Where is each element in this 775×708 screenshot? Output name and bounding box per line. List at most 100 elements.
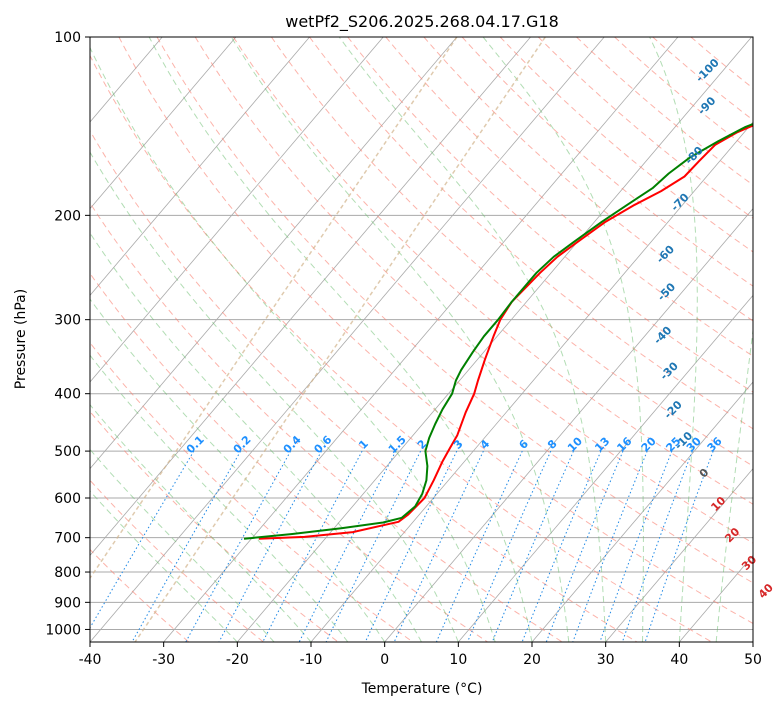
isotherm-line: [90, 37, 384, 383]
x-tick-label: -40: [79, 652, 102, 668]
x-tick-label: 40: [670, 652, 688, 668]
isotherm-line: [752, 641, 753, 642]
x-tick-label: 0: [380, 652, 389, 668]
y-tick-label: 300: [54, 313, 81, 329]
dry-adiabat-label: -90: [695, 94, 718, 117]
mixing-ratio-line: [599, 450, 673, 642]
mixing-ratio-line: [467, 450, 552, 642]
dry-adiabat-line: [576, 37, 753, 186]
mixing-ratio-label: 1.5: [386, 433, 409, 456]
mixing-ratio-line: [621, 450, 693, 642]
y-tick-label: 1000: [45, 622, 81, 638]
dry-adiabat-line: [90, 272, 488, 642]
mixing-ratio-line: [364, 450, 458, 642]
mixing-ratio-label: 0.4: [281, 433, 304, 456]
isotherm-line: [90, 37, 531, 556]
isotherm-line: [90, 37, 310, 296]
mixing-ratio-label: 0.2: [231, 433, 254, 456]
mixing-ratio-label: 8: [545, 437, 560, 452]
y-tick-label: 200: [54, 208, 81, 224]
background-lines: [90, 37, 753, 642]
mixing-ratio-label: 4: [478, 437, 493, 452]
mixing-ratio-line: [298, 450, 397, 642]
isotherm-line: [90, 37, 605, 642]
dry-adiabat-line: [90, 54, 712, 642]
mixing-ratio-line: [185, 450, 292, 642]
x-tick-label: -10: [300, 652, 323, 668]
dry-adiabat-line: [90, 202, 563, 642]
mixing-ratio-line: [644, 450, 714, 642]
dry-adiabat-line: [118, 37, 753, 625]
moist-adiabat-label: 0: [697, 466, 712, 481]
diagram-labels: -100-90-80-70-60-50-40-30-20-100.1 0.2 0.4…: [184, 56, 775, 601]
moist-adiabat-line: [90, 354, 349, 642]
isotherm-line: [90, 37, 458, 470]
moist-adiabat-line: [482, 37, 644, 642]
mixing-ratio-line: [521, 450, 602, 642]
moist-adiabat-line: [90, 448, 275, 642]
mixing-ratio-label: 0.6: [311, 433, 334, 456]
dry-adiabat-line: [194, 37, 753, 544]
x-tick-label: 20: [523, 652, 541, 668]
reference-curve: [90, 37, 458, 580]
y-tick-label: 700: [54, 531, 81, 547]
reference-curve: [134, 37, 546, 642]
dry-adiabat-line: [309, 37, 753, 430]
y-tick-label: 400: [54, 387, 81, 403]
moist-adiabat-line: [715, 326, 753, 642]
y-tick-label: 100: [54, 30, 81, 46]
temperature-profile-line: [258, 124, 753, 540]
isotherm-line: [237, 37, 752, 642]
isotherm-line: [458, 294, 753, 642]
y-axis: 100 200 300 400 500 600 700 800 900 1000: [45, 30, 90, 638]
moist-adiabat-line: [649, 37, 698, 642]
isotherm-line: [531, 381, 753, 642]
moist-adiabat-label: 10: [708, 494, 728, 514]
chart-title: wetPf2_S206.2025.268.04.17.G18: [285, 12, 559, 32]
mixing-ratio-label: 1: [356, 437, 371, 452]
moist-adiabat-line: [90, 490, 238, 642]
moist-adiabat-line: [90, 46, 496, 642]
x-axis-label: Temperature (°C): [361, 681, 483, 697]
mixing-ratio-line: [262, 450, 363, 642]
x-tick-label: -20: [226, 652, 249, 668]
moist-adiabat-line: [90, 151, 459, 642]
dry-adiabat-line: [423, 37, 753, 322]
y-tick-label: 800: [54, 565, 81, 581]
moist-adiabat-label: 20: [722, 525, 742, 545]
dry-adiabat-label: -40: [651, 324, 674, 347]
dry-adiabat-line: [90, 479, 264, 642]
mixing-ratio-line: [218, 450, 322, 642]
dry-adiabat-label: -60: [654, 242, 677, 265]
dry-adiabat-line: [652, 37, 753, 121]
moist-adiabat-line: [90, 232, 422, 642]
mixing-ratio-line: [572, 450, 648, 642]
dry-adiabat-label: -20: [662, 398, 685, 421]
isotherm-line: [384, 208, 753, 642]
dry-adiabat-line: [461, 37, 753, 287]
x-tick-label: 50: [744, 652, 762, 668]
x-tick-label: -30: [152, 652, 175, 668]
mixing-ratio-line: [90, 450, 195, 629]
mixing-ratio-line: [131, 450, 242, 642]
mixing-ratio-label: 3: [451, 437, 466, 452]
dry-adiabat-line: [347, 37, 753, 393]
y-tick-label: 500: [54, 444, 81, 460]
dry-adiabat-line: [156, 37, 753, 584]
dry-adiabat-line: [690, 37, 753, 89]
profiles: [243, 122, 753, 540]
isotherm-line: [605, 468, 753, 642]
moist-adiabat-label: 40: [756, 581, 775, 601]
moist-adiabat-label: 30: [739, 553, 759, 573]
isotherm-line: [163, 37, 679, 642]
dry-adiabat-line: [90, 341, 414, 642]
mixing-ratio-line: [545, 450, 624, 642]
mixing-ratio-line: [325, 450, 422, 642]
dry-adiabat-line: [90, 129, 638, 642]
x-tick-label: 10: [449, 652, 467, 668]
mixing-ratio-line: [435, 450, 523, 642]
dry-adiabat-line: [232, 37, 753, 505]
isotherm-line: [679, 554, 753, 642]
moist-adiabat-line: [230, 37, 570, 642]
